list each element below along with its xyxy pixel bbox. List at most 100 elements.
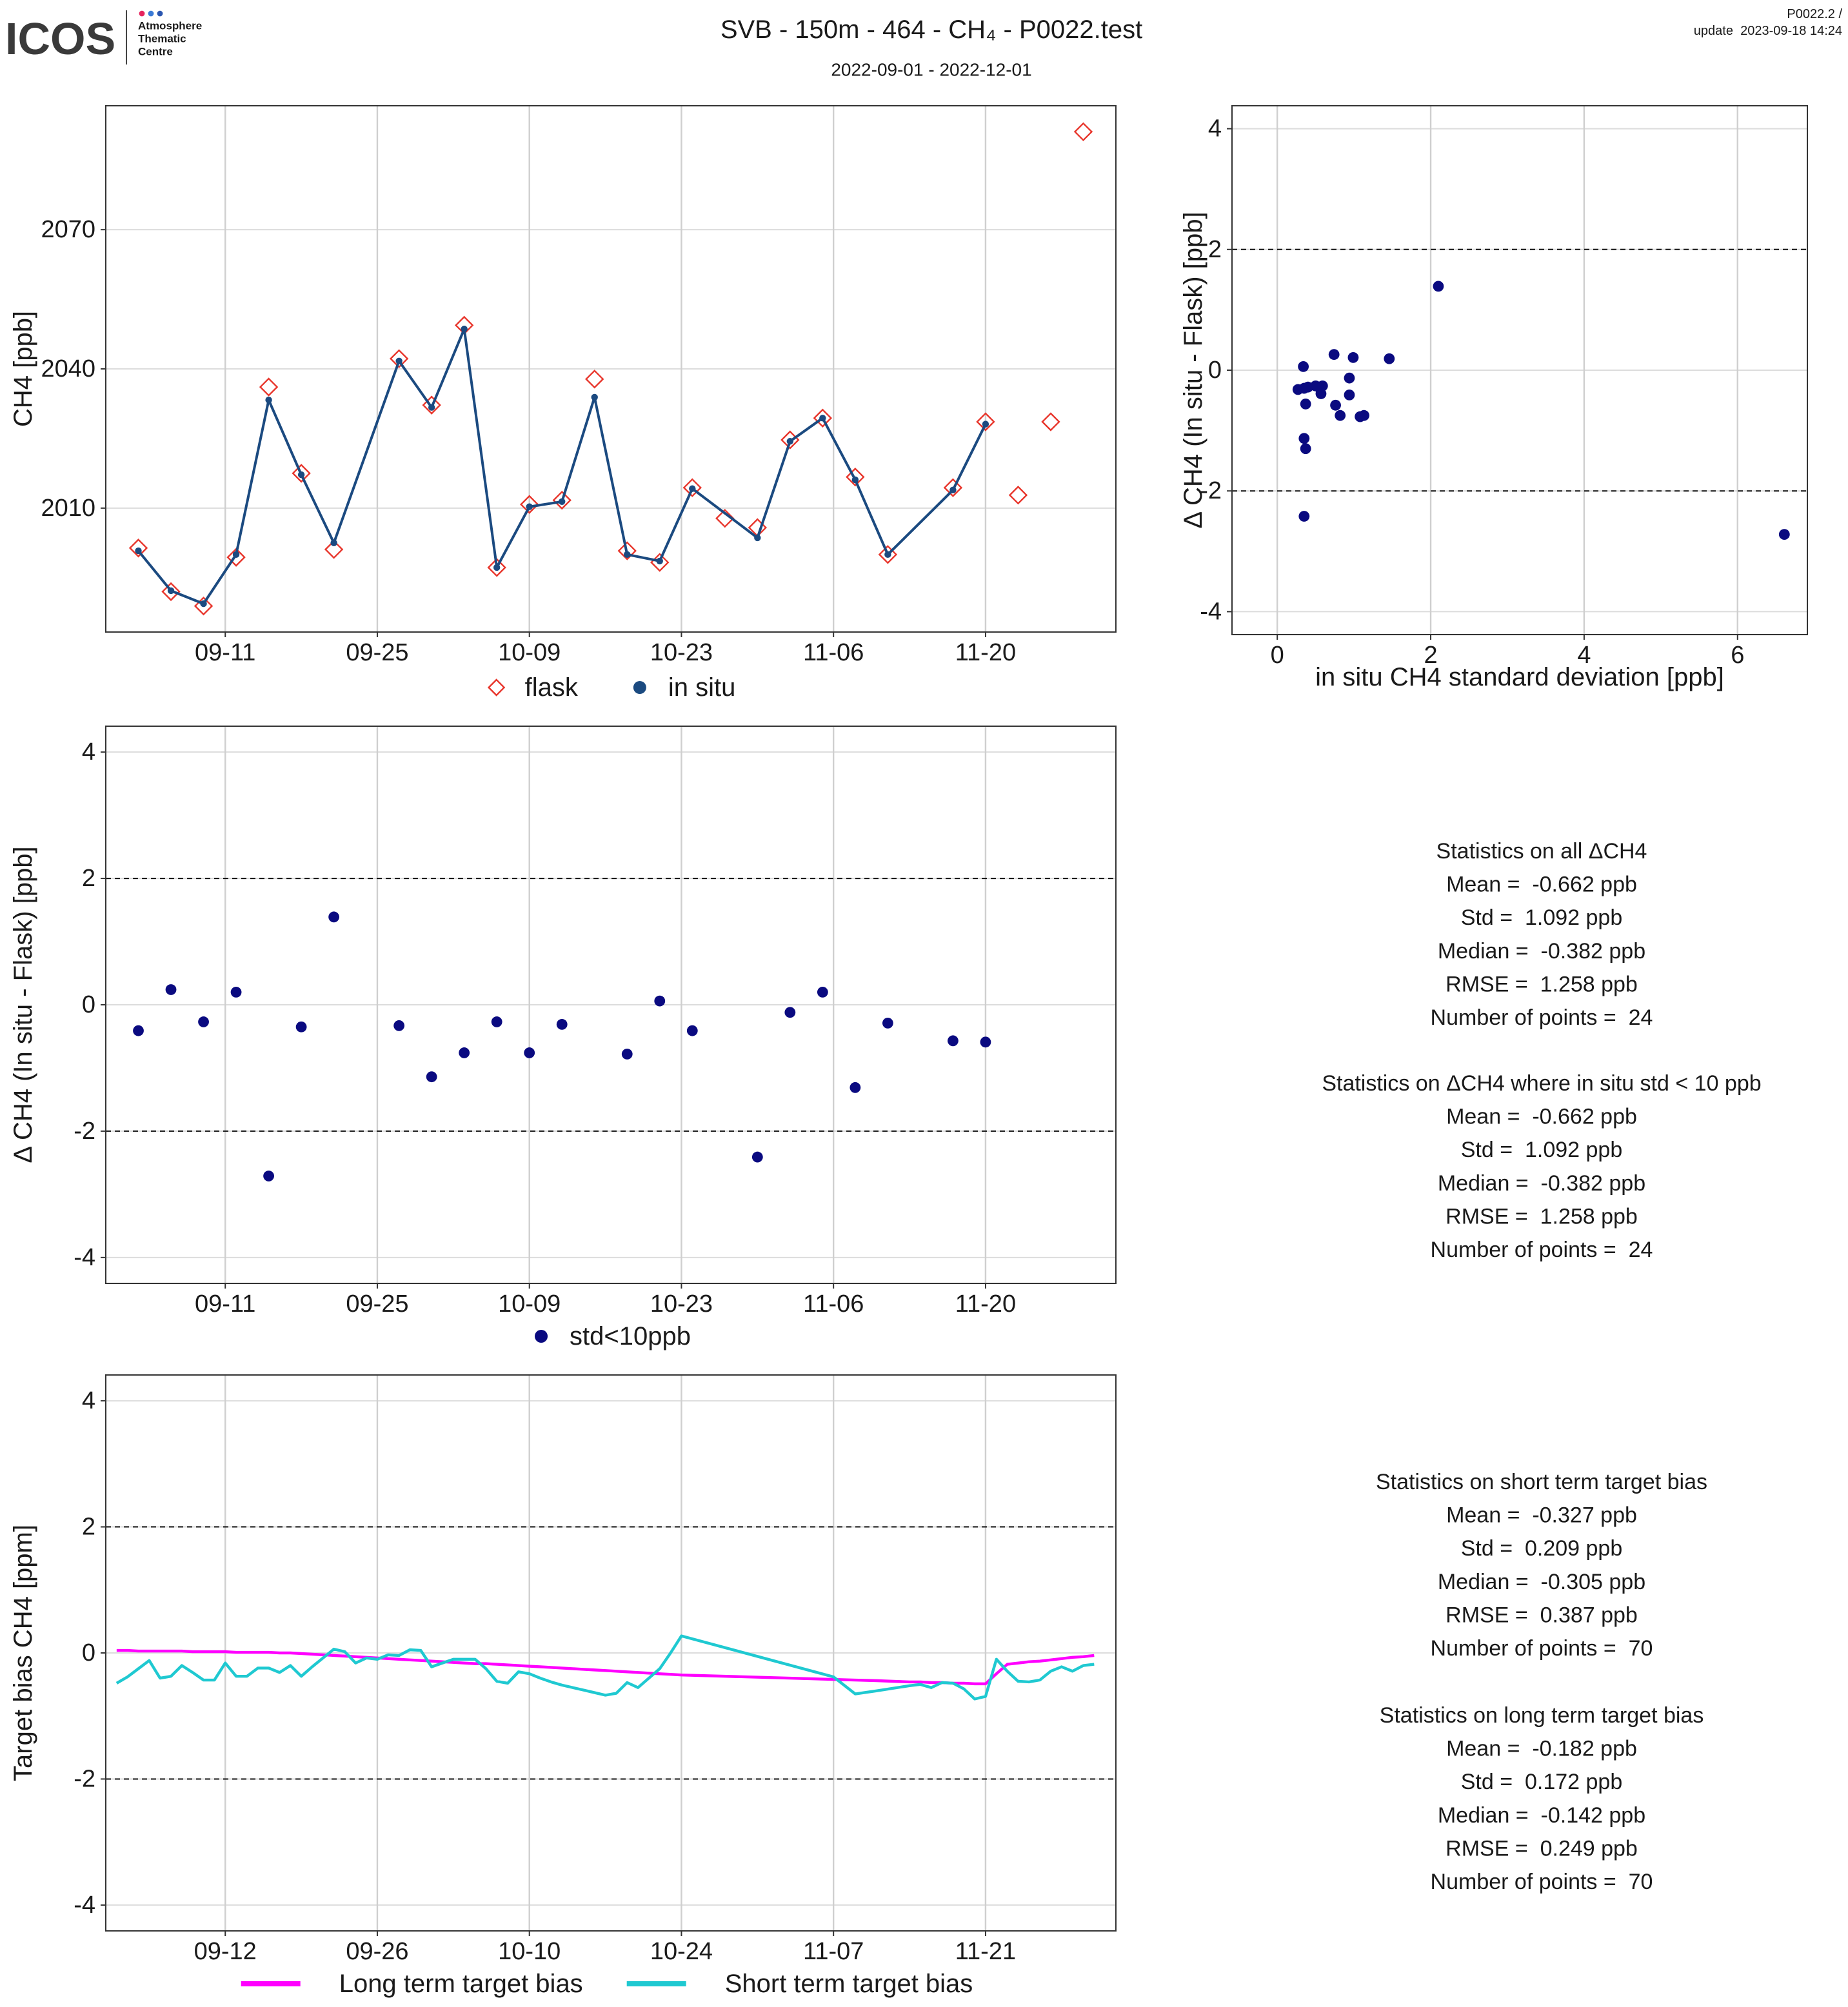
marker [161, 582, 181, 602]
marker [884, 551, 891, 559]
marker [133, 1025, 144, 1036]
plot-border [105, 105, 1117, 633]
y-tick-label: -4 [74, 1244, 95, 1271]
marker [487, 558, 506, 577]
marker [846, 467, 865, 487]
stats-line: Median = -0.382 ppb [1438, 939, 1645, 964]
stats-line: Number of points = 70 [1431, 1870, 1653, 1894]
logo-dot [157, 10, 163, 17]
legend-label: Long term target bias [339, 1970, 583, 1998]
marker [813, 408, 833, 428]
y-axis-label: Δ CH4 (In situ - Flask) [ppb] [1179, 212, 1207, 528]
marker [292, 464, 311, 483]
stats-line: Mean = -0.327 ppb [1446, 1503, 1637, 1528]
marker [226, 548, 246, 567]
stats-line: Mean = -0.182 ppb [1446, 1737, 1637, 1761]
x-tick-label: 09-11 [195, 639, 255, 666]
marker [754, 534, 761, 542]
marker [330, 539, 337, 547]
version: P0022.2 / [1787, 7, 1842, 21]
x-tick-label: 11-21 [955, 1938, 1016, 1965]
series-line [137, 328, 987, 606]
stats-line: RMSE = 0.387 ppb [1446, 1603, 1638, 1627]
x-tick-label: 11-06 [803, 639, 864, 666]
marker [422, 395, 441, 415]
plot-border [105, 726, 1117, 1284]
y-tick-label: 0 [1208, 357, 1222, 384]
legend-label: std<10ppb [570, 1322, 691, 1350]
marker [1300, 443, 1311, 455]
marker [1302, 381, 1314, 393]
x-tick-label: 09-11 [195, 1290, 255, 1318]
stats-line: RMSE = 1.258 ppb [1446, 972, 1638, 996]
marker [428, 404, 435, 411]
stats-line: Std = 1.092 ppb [1461, 905, 1622, 930]
legend-label: flask [525, 673, 579, 702]
logo-subtitle: Centre [138, 46, 173, 58]
series-line [115, 1634, 1095, 1701]
marker [461, 325, 468, 333]
marker [520, 495, 539, 514]
marker [1330, 399, 1341, 411]
marker [1298, 511, 1310, 522]
logo-subtitle: Atmosphere [138, 20, 202, 32]
x-tick-label: 09-12 [194, 1938, 257, 1965]
marker [487, 678, 506, 697]
stats-title: Statistics on short term target bias [1376, 1470, 1707, 1494]
legend: flask in situ [487, 673, 735, 702]
marker [1300, 399, 1311, 410]
stats-line: Median = -0.382 ppb [1438, 1171, 1645, 1196]
marker [784, 1007, 796, 1018]
y-tick-label: 2 [1208, 236, 1222, 263]
stats-title: Statistics on long term target bias [1380, 1703, 1704, 1728]
marker [617, 541, 637, 560]
y-tick-label: 4 [1208, 115, 1222, 143]
stats-title: Statistics on all ΔCH4 [1436, 839, 1647, 864]
marker [135, 547, 142, 555]
y-tick-label: 4 [82, 738, 95, 766]
marker [393, 1020, 405, 1031]
y-axis-label: Target bias CH4 [ppm] [9, 1525, 37, 1781]
marker [259, 377, 279, 397]
logo-subtitle: Thematic [138, 33, 186, 45]
x-tick-label: 10-24 [650, 1938, 713, 1965]
marker [878, 545, 898, 564]
marker [324, 540, 344, 559]
marker [786, 438, 794, 445]
logo-dot [139, 10, 145, 17]
stats-line: Std = 0.172 ppb [1461, 1770, 1622, 1794]
legend: Long term target bias Short term target b… [241, 1970, 973, 1998]
marker [1778, 529, 1790, 540]
marker [976, 412, 995, 431]
marker [633, 681, 646, 694]
marker [1328, 349, 1340, 361]
legend: std<10ppb [535, 1322, 691, 1350]
marker [686, 1025, 698, 1036]
x-tick-label: 6 [1731, 642, 1744, 669]
legend-label: Short term target bias [725, 1970, 973, 1998]
x-tick-label: 11-20 [955, 1290, 1016, 1318]
stats-line: Number of points = 24 [1431, 1005, 1653, 1030]
x-tick-label: 0 [1271, 642, 1284, 669]
marker [1008, 486, 1028, 505]
marker [715, 509, 735, 528]
update-date: update 2023-09-18 14:24 [1694, 24, 1842, 38]
y-tick-label: -2 [74, 1118, 95, 1145]
x-tick-label: 10-23 [650, 1290, 713, 1318]
y-tick-label: 2070 [41, 216, 95, 243]
marker [559, 498, 566, 505]
y-tick-label: 2010 [41, 495, 95, 522]
marker [426, 1071, 437, 1083]
marker [556, 1018, 568, 1030]
marker [328, 911, 340, 923]
y-tick-label: -2 [74, 1765, 95, 1792]
x-axis-label: in situ CH4 standard deviation [ppb] [1315, 663, 1724, 691]
y-axis-label: CH4 [ppb] [9, 311, 37, 427]
marker [819, 415, 826, 422]
marker [1433, 281, 1444, 292]
marker [949, 486, 957, 494]
x-tick-label: 10-09 [498, 1290, 561, 1318]
y-axis-label: Δ CH4 (In situ - Flask) [ppb] [9, 846, 37, 1163]
y-tick-label: -4 [1200, 598, 1222, 625]
